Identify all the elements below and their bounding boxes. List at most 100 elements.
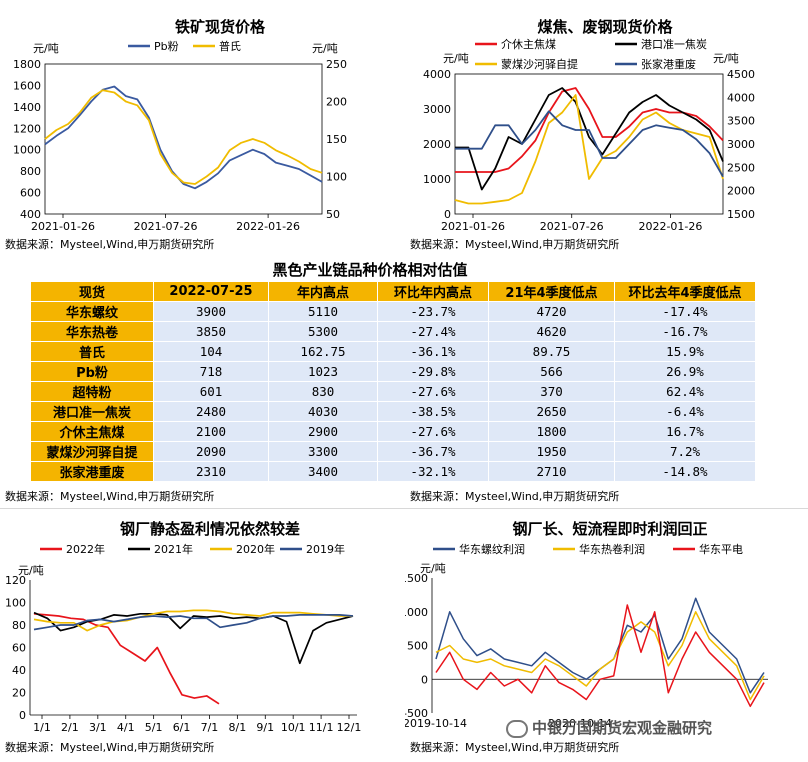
table-row: 普氏 104 162.75 -36.1% 89.75 15.9%: [30, 341, 756, 362]
wechat-icon: [506, 719, 528, 738]
plot-frame: [44, 63, 323, 215]
table-cell: 718: [153, 361, 269, 382]
table-cell: 4720: [488, 301, 615, 322]
table-source-left: 数据来源：Mysteel,Wind,申万期货研究所: [5, 490, 215, 503]
table-source-right: 数据来源：Mysteel,Wind,申万期货研究所: [410, 490, 620, 503]
table-cell: 370: [488, 381, 615, 402]
table-cell: 15.9%: [614, 341, 756, 362]
table-row: 张家港重废 2310 3400 -32.1% 2710 -14.8%: [30, 461, 756, 482]
table-cell: 62.4%: [614, 381, 756, 402]
table-cell: 4620: [488, 321, 615, 342]
table-row-label: 张家港重废: [30, 461, 154, 482]
y-tick-label: 0: [421, 673, 428, 686]
iron-ore-source: 数据来源：Mysteel,Wind,申万期货研究所: [5, 238, 215, 251]
x-tick-label: 2/1: [61, 721, 79, 734]
table-cell: -27.6%: [377, 381, 489, 402]
table-cell: 7.2%: [614, 441, 756, 462]
table-row: 超特粉 601 830 -27.6% 370 62.4%: [30, 381, 756, 402]
y-axis-label: 元/吨: [420, 562, 446, 575]
profit-chart: 120 100 80 60 40 20 0 元/吨 1/1 2/1 3/1 4/1 5/1 6/1 7/1 8…: [5, 542, 361, 734]
y-tick-label: 40: [12, 664, 26, 677]
y-tick-label: 500: [407, 640, 428, 653]
legend-label: 2021年: [154, 542, 193, 556]
table-cell: 2090: [153, 441, 269, 462]
x-tick-label: 2021-07-26: [540, 220, 604, 233]
coke-source: 数据来源：Mysteel,Wind,申万期货研究所: [410, 238, 620, 251]
x-tick-label: 2021-01-26: [441, 220, 505, 233]
y-tick-label: 0: [19, 709, 26, 722]
y-tick-label: 100: [5, 597, 26, 610]
y-tick-right: 1500: [727, 208, 755, 221]
x-tick-label: 2022-01-26: [236, 220, 300, 233]
table-row-label: Pb粉: [30, 361, 154, 382]
table-header-cell: 环比去年4季度低点: [614, 281, 756, 302]
y-tick-left: 1800: [13, 58, 41, 71]
table-cell: -36.7%: [377, 441, 489, 462]
series-line: [454, 94, 724, 205]
profit-title: 钢厂静态盈利情况依然较差: [119, 520, 300, 538]
series-line: [435, 604, 765, 708]
y-tick-right: 4000: [727, 91, 755, 104]
x-tick-label: 2021-07-26: [134, 220, 198, 233]
table-header-cell: 现货: [30, 281, 154, 302]
y-axis-label-left: 元/吨: [443, 52, 469, 65]
table-cell: 2100: [153, 421, 269, 442]
legend-label: 普氏: [219, 39, 241, 53]
x-tick-label: 5/1: [145, 721, 163, 734]
x-tick-label: 7/1: [201, 721, 219, 734]
legend-label: 张家港重废: [641, 57, 696, 71]
coke-chart: 4000 3000 2000 1000 0 4500 4000 3500 3000 2500 200…: [423, 38, 755, 233]
watermark: 中银万国期货宏观金融研究: [506, 717, 712, 738]
table-row: 港口准一焦炭 2480 4030 -38.5% 2650 -6.4%: [30, 401, 756, 422]
table-cell: 26.9%: [614, 361, 756, 382]
table-row-label: 超特粉: [30, 381, 154, 402]
table-cell: 830: [268, 381, 378, 402]
y-tick-label: 1000: [405, 606, 428, 619]
legend-label: 华东螺纹利润: [459, 542, 525, 556]
legend-label: 介休主焦煤: [501, 38, 556, 51]
y-tick-right: 3000: [727, 138, 755, 151]
table-header-cell: 2022-07-25: [153, 281, 269, 302]
legend-label: 2020年: [236, 542, 275, 556]
profit-source: 数据来源：Mysteel,Wind,申万期货研究所: [5, 741, 215, 754]
table-header-row: 现货 2022-07-25 年内高点 环比年内高点 21年4季度低点 环比去年4…: [30, 281, 756, 302]
y-tick-left: 0: [444, 208, 451, 221]
table-cell: -6.4%: [614, 401, 756, 422]
x-tick-label: 3/1: [89, 721, 107, 734]
table-cell: 1800: [488, 421, 615, 442]
x-tick-label: 11/1: [309, 721, 334, 734]
y-tick-left: 4000: [423, 68, 451, 81]
legend-label: 2022年: [66, 542, 105, 556]
series-line: [435, 611, 765, 701]
table-cell: -27.6%: [377, 421, 489, 442]
legend-label: 蒙煤沙河驿自提: [501, 58, 578, 71]
table-cell: 601: [153, 381, 269, 402]
table-cell: 16.7%: [614, 421, 756, 442]
table-cell: -38.5%: [377, 401, 489, 422]
table-cell: 2310: [153, 461, 269, 482]
table-cell: 162.75: [268, 341, 378, 362]
y-axis-label: 元/吨: [18, 564, 44, 577]
coke-title: 煤焦、废钢现货价格: [537, 18, 673, 36]
y-tick-left: 1000: [13, 144, 41, 157]
table-cell: 104: [153, 341, 269, 362]
table-cell: 2650: [488, 401, 615, 422]
y-tick-left: 400: [20, 208, 41, 221]
x-tick-label: 10/1: [281, 721, 306, 734]
legend-label: Pb粉: [154, 40, 179, 53]
legend-label: 港口准一焦炭: [641, 38, 707, 51]
x-tick-label: 2021-01-26: [31, 220, 95, 233]
x-tick-label: 8/1: [229, 721, 247, 734]
valuation-table-title: 黑色产业链品种价格相对估值: [272, 261, 468, 279]
x-tick-label: 1/1: [33, 721, 51, 734]
table-row-label: 华东螺纹: [30, 301, 154, 322]
y-tick-label: 60: [12, 642, 26, 655]
table-cell: -17.4%: [614, 301, 756, 322]
y-tick-left: 1200: [13, 122, 41, 135]
table-cell: 5110: [268, 301, 378, 322]
table-cell: 2900: [268, 421, 378, 442]
x-tick-label: 2020-10-14: [548, 717, 612, 730]
legend-label: 2019年: [306, 542, 345, 556]
series-line: [33, 614, 354, 631]
series-line: [44, 85, 323, 190]
